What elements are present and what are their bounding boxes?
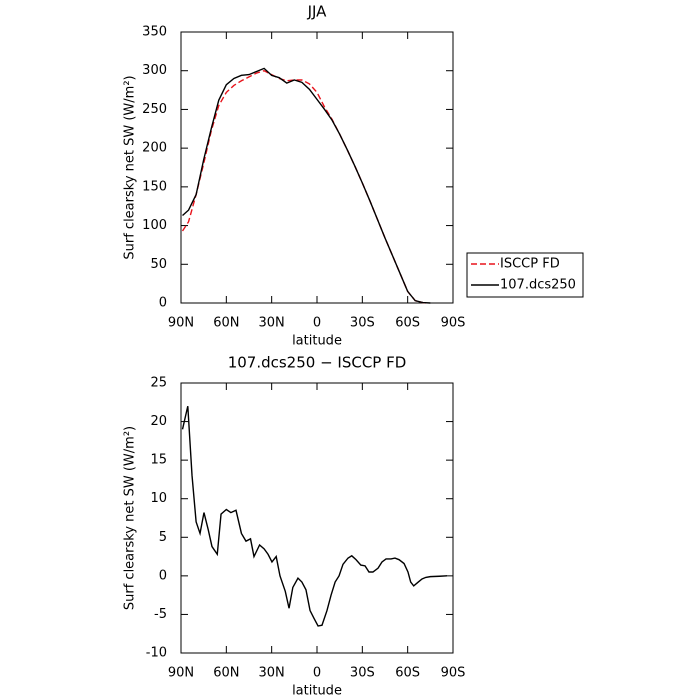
x-tick-label: 90N (168, 316, 194, 331)
x-tick-label: 60S (395, 666, 420, 681)
x-tick-label: 0 (313, 666, 321, 681)
x-tick-label: 60N (213, 316, 239, 331)
y-tick-label: -5 (154, 607, 167, 622)
legend-label: ISCCP FD (500, 257, 560, 272)
data-line (181, 405, 447, 627)
y-tick-label: 250 (142, 102, 167, 117)
plot-frame (180, 31, 454, 304)
y-tick-label: 15 (150, 453, 167, 468)
y-tick-label: 300 (142, 63, 167, 78)
y-tick-label: 0 (159, 568, 167, 583)
plot-frame (180, 382, 454, 654)
legend-frame (466, 252, 584, 298)
data-line (182, 67, 431, 304)
y-axis-label: Surf clearsky net SW (W/m²) (123, 426, 138, 610)
data-line (181, 69, 428, 304)
y-tick-label: 20 (150, 414, 167, 429)
y-tick-label: 150 (142, 179, 167, 194)
legend-label: 107.dcs250 (500, 278, 576, 293)
y-tick-label: 200 (142, 141, 167, 156)
y-tick-label: 0 (159, 296, 167, 311)
chart-title: 107.dcs250 − ISCCP FD (228, 354, 407, 372)
y-tick-label: -10 (146, 646, 167, 661)
y-axis-label: Surf clearsky net SW (W/m²) (123, 75, 138, 259)
x-axis-label: latitude (292, 684, 342, 699)
x-tick-label: 90N (168, 666, 194, 681)
x-tick-label: 30N (259, 666, 285, 681)
x-tick-label: 90S (441, 666, 466, 681)
y-tick-label: 5 (159, 530, 167, 545)
x-tick-label: 30S (350, 316, 375, 331)
y-tick-label: 25 (150, 376, 167, 391)
x-tick-label: 0 (313, 316, 321, 331)
x-tick-label: 30S (350, 666, 375, 681)
x-tick-label: 90S (441, 316, 466, 331)
y-tick-label: 50 (150, 257, 167, 272)
y-tick-label: 350 (142, 25, 167, 40)
x-axis-label: latitude (292, 334, 342, 349)
y-tick-label: 100 (142, 218, 167, 233)
chart-title: JJA (307, 3, 328, 21)
x-tick-label: 60S (395, 316, 420, 331)
y-tick-label: 10 (150, 491, 167, 506)
x-tick-label: 30N (259, 316, 285, 331)
x-tick-label: 60N (213, 666, 239, 681)
